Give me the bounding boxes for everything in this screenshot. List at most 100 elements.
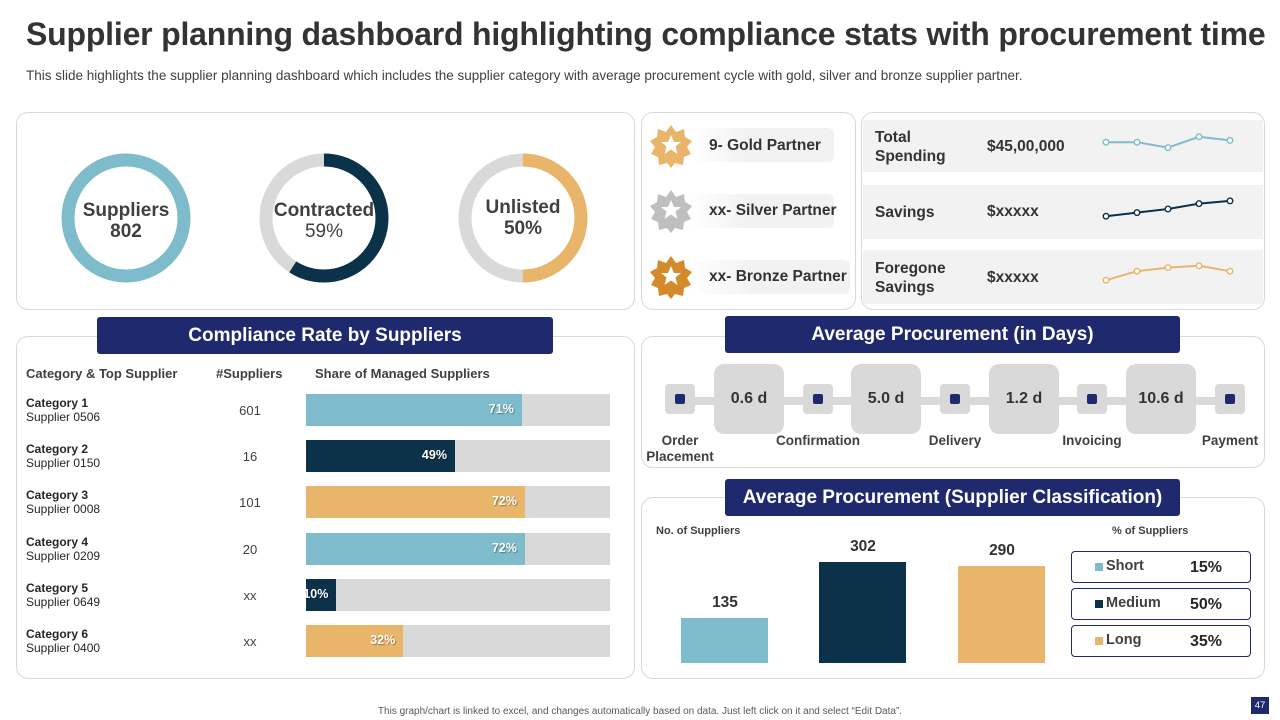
timeline-stage-label: Delivery [928, 433, 982, 448]
share-bar-track: 32% [306, 625, 610, 657]
timeline-node [665, 384, 695, 414]
share-bar-fill: 49% [306, 440, 455, 473]
sparkline-point [1195, 200, 1203, 208]
sparkline-point [1226, 197, 1234, 205]
row-supplier-count: xx [243, 634, 257, 649]
sparkline-point [1164, 205, 1172, 213]
donut-contracted-arc [259, 153, 389, 283]
share-bar-value: 72% [491, 494, 517, 509]
gold-partner-pill [690, 128, 834, 162]
share-bar-track: 71% [306, 394, 610, 426]
sparkline-point [1195, 133, 1203, 141]
row-category-label: Category 5 [26, 580, 89, 595]
donut-unlisted-arc [458, 153, 588, 283]
share-bar-value: 49% [421, 448, 447, 463]
page-number: 47 [1251, 697, 1269, 714]
sparkline-point [1226, 136, 1234, 144]
sparkline-point [1102, 276, 1110, 284]
donut-unlisted [458, 153, 588, 283]
kpi-foregone-savings-value: $xxxxx [987, 269, 1039, 286]
kpi-savings-label: Savings [875, 204, 935, 221]
donut-suppliers-ring [61, 153, 191, 283]
timeline-stage-label: Invoicing [1062, 433, 1122, 448]
kpi-row-foregone-savings [863, 250, 1263, 304]
sparkline-point [1195, 262, 1203, 270]
silver-partner-pill [690, 194, 834, 228]
share-bar-fill: 71% [306, 394, 522, 426]
gold-partner-label: 9- Gold Partner [709, 137, 821, 154]
donut-suppliers-label: Suppliers [82, 200, 170, 221]
compliance-heading: Compliance Rate by Suppliers [97, 317, 553, 354]
share-bar-track: 72% [306, 486, 610, 519]
classification-bar [681, 618, 768, 663]
share-bar-value: 32% [370, 633, 396, 647]
row-category-label: Category 6 [26, 627, 89, 641]
procurement-days-heading: Average Procurement (in Days) [725, 316, 1180, 353]
silver-star-badge-icon [650, 190, 692, 233]
legend-swatch [1095, 563, 1103, 571]
kpi-savings-value: $xxxxx [987, 203, 1039, 220]
legend-item-name: Medium [1106, 595, 1161, 611]
donut-contracted-text: Contracted 59% [258, 200, 390, 242]
bronze-partner-label: xx- Bronze Partner [709, 268, 847, 285]
row-supplier-label: Supplier 0400 [26, 641, 101, 655]
legend-swatch [1095, 637, 1103, 645]
sparkline-point [1226, 267, 1234, 275]
silver-partner-label: xx- Silver Partner [709, 202, 837, 219]
donut-suppliers-text: Suppliers 802 [60, 200, 192, 242]
classification-bar-value: 290 [989, 542, 1015, 559]
donut-contracted [259, 153, 389, 283]
legend-item-pct: 15% [1190, 559, 1223, 576]
donut-contracted-value: 59% [304, 221, 344, 242]
timeline-stage-label: Confirmation [776, 433, 860, 448]
sparkline-point [1133, 209, 1141, 217]
timeline-duration-box: 0.6 d [714, 364, 784, 434]
donut-unlisted-text: Unlisted 50% [457, 197, 589, 239]
share-bar-track: 49% [306, 440, 610, 473]
sparkline-point [1133, 267, 1141, 275]
donut-unlisted-label: Unlisted [485, 197, 561, 218]
donut-suppliers-value: 802 [110, 221, 142, 242]
share-bar-fill: 72% [306, 532, 525, 565]
classification-bar-value: 302 [850, 538, 876, 555]
kpi-row-total-spending [863, 120, 1263, 172]
chart-y-label: No. of Suppliers [656, 525, 741, 537]
row-supplier-label: Supplier 0150 [26, 456, 101, 471]
row-supplier-label: Supplier 0649 [26, 594, 101, 609]
row-category-label: Category 2 [26, 442, 89, 457]
timeline-node-marker [813, 394, 823, 404]
share-bar-value: 10% [303, 586, 329, 601]
row-category-label: Category 3 [26, 488, 89, 503]
timeline-duration-box: 5.0 d [851, 364, 921, 434]
kpi-row-savings [863, 185, 1263, 239]
kpi-total-spending-label: Total Spending [875, 129, 946, 165]
legend-title: % of Suppliers [1112, 525, 1189, 537]
row-category-label: Category 4 [26, 534, 89, 549]
legend-swatch [1095, 600, 1103, 608]
page-subtitle: This slide highlights the supplier plann… [26, 68, 1023, 83]
row-supplier-count: 20 [242, 541, 258, 557]
row-supplier-label: Supplier 0209 [26, 548, 101, 563]
donut-unlisted-value: 50% [503, 218, 543, 239]
row-supplier-label: Supplier 0008 [26, 502, 101, 517]
classification-bar [958, 566, 1045, 663]
sparkline-point [1102, 138, 1110, 146]
sparkline-point [1164, 264, 1172, 272]
donut-suppliers [61, 153, 191, 283]
classification-heading: Average Procurement (Supplier Classifica… [725, 479, 1180, 516]
footer-note: This graph/chart is linked to excel, and… [377, 706, 903, 717]
sparkline-point [1102, 212, 1110, 220]
row-supplier-count: xx [243, 587, 257, 603]
share-bar-value: 72% [491, 540, 517, 555]
timeline-node-marker [950, 394, 960, 404]
bronze-star-badge-icon [650, 256, 692, 299]
page-title: Supplier planning dashboard highlighting… [26, 16, 1266, 52]
sparkline-point [1133, 138, 1141, 146]
total-spending-sparkline [1102, 133, 1234, 152]
foregone-savings-sparkline [1102, 262, 1234, 284]
timeline-stage-label: Order Placement [646, 433, 714, 464]
row-supplier-count: 16 [242, 449, 258, 465]
timeline-duration-box: 10.6 d [1126, 364, 1196, 434]
timeline-node [1077, 384, 1107, 414]
share-bar-track: 72% [306, 532, 610, 565]
